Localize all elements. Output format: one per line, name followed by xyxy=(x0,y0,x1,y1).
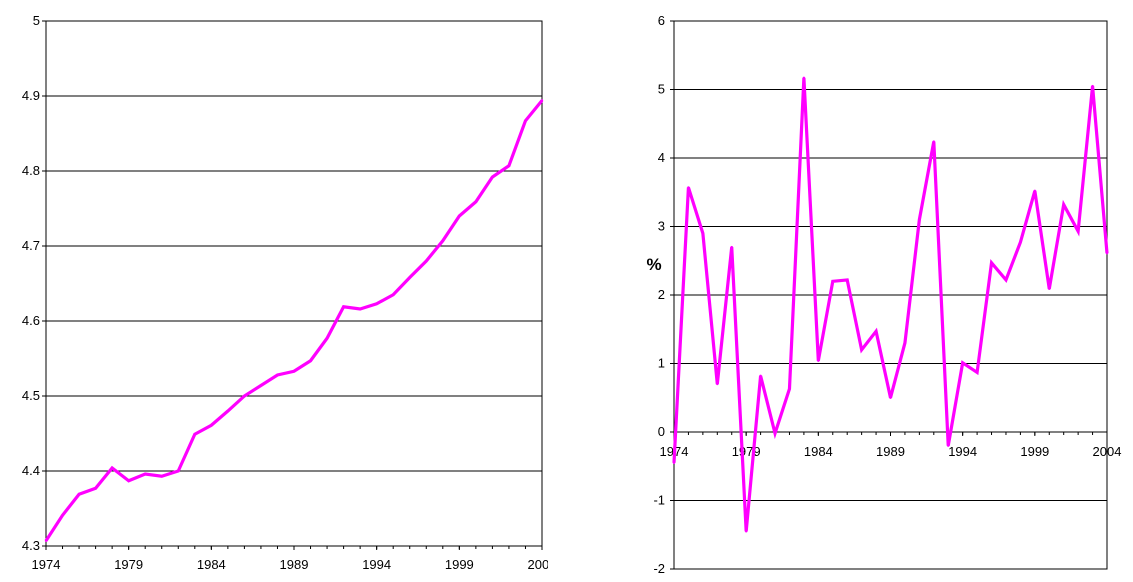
left-data-point xyxy=(375,302,378,305)
right-y-axis-title: % xyxy=(646,255,661,274)
left-data-point xyxy=(408,276,411,279)
left-y-tick-label: 5 xyxy=(33,13,40,28)
left-x-tick-label: 1974 xyxy=(32,557,61,572)
right-y-tick-label: 3 xyxy=(658,219,665,234)
left-data-point xyxy=(259,384,263,387)
left-data-point xyxy=(177,469,180,473)
left-data-point xyxy=(441,239,444,242)
right-y-tick-label: 6 xyxy=(658,13,665,28)
chart-right: -2 -1 0 1 2 3 4 5 6 1974 1979 1984 1989 1994 1999 2004% xyxy=(568,2,1128,580)
right-data-point xyxy=(1091,84,1094,88)
left-data-point xyxy=(358,307,362,311)
right-data-point xyxy=(846,278,849,282)
right-data-point xyxy=(773,432,777,435)
right-data-point xyxy=(701,232,705,235)
right-y-tick-label: -1 xyxy=(653,493,665,508)
left-data-point xyxy=(243,394,246,398)
left-data-point xyxy=(491,175,494,179)
right-x-tick-label: 1999 xyxy=(1020,444,1049,459)
left-x-tick-label: 1999 xyxy=(445,557,474,572)
right-data-point xyxy=(716,382,719,386)
left-data-point xyxy=(44,539,48,542)
left-x-tick-label: 2004 xyxy=(528,557,548,572)
right-data-point xyxy=(687,186,690,189)
right-data-point xyxy=(903,341,907,345)
right-data-point xyxy=(860,348,863,351)
right-x-tick-label: 1994 xyxy=(948,444,977,459)
left-data-point xyxy=(193,433,196,436)
left-x-tick-label: 1994 xyxy=(362,557,391,572)
left-data-point xyxy=(226,409,230,413)
left-y-tick-label: 4.5 xyxy=(22,388,40,403)
left-data-point xyxy=(292,370,296,373)
left-y-tick-label: 4.6 xyxy=(22,313,40,328)
left-data-point xyxy=(458,214,461,218)
right-y-tick-label: 1 xyxy=(658,356,665,371)
right-y-tick-label: 5 xyxy=(658,82,665,97)
right-data-point xyxy=(672,461,676,465)
right-data-point xyxy=(831,280,834,283)
left-y-tick-label: 4.7 xyxy=(22,238,40,253)
left-data-point xyxy=(474,200,478,203)
right-y-tick-label: 0 xyxy=(658,424,665,439)
right-x-tick-label: 1979 xyxy=(732,444,761,459)
left-data-point xyxy=(276,373,279,377)
left-x-tick-label: 1989 xyxy=(280,557,309,572)
right-data-point xyxy=(817,359,820,362)
right-data-point xyxy=(730,245,733,249)
left-data-point xyxy=(425,259,428,263)
left-data-point xyxy=(94,487,97,490)
left-y-tick-label: 4.3 xyxy=(22,538,40,553)
left-data-point xyxy=(342,305,345,308)
left-data-point xyxy=(160,475,163,478)
right-data-point xyxy=(961,361,964,365)
left-data-point xyxy=(127,479,130,482)
right-data-point xyxy=(802,76,806,80)
chart-left-svg: 4.3 4.4 4.5 4.6 4.7 4.8 4.9 5 1974 1979 1984 1989 19… xyxy=(22,13,548,572)
right-data-point xyxy=(1048,287,1051,291)
right-x-tick-label: 1984 xyxy=(804,444,833,459)
right-data-point xyxy=(990,261,993,264)
right-data-point xyxy=(1062,203,1065,206)
right-y-tick-label: -2 xyxy=(653,561,665,576)
right-data-point xyxy=(1033,189,1037,193)
right-data-point xyxy=(744,530,748,533)
left-x-tick-label: 1984 xyxy=(197,557,226,572)
right-data-point xyxy=(932,140,935,143)
left-data-point xyxy=(540,99,544,102)
left-x-tick-label: 1979 xyxy=(114,557,143,572)
right-data-point xyxy=(918,218,921,221)
left-data-point xyxy=(325,337,329,340)
right-x-tick-label: 1989 xyxy=(876,444,905,459)
left-data-point xyxy=(61,514,64,517)
left-y-tick-label: 4.8 xyxy=(22,163,40,178)
left-data-point xyxy=(524,119,527,122)
left-y-tick-label: 4.9 xyxy=(22,88,40,103)
right-data-point xyxy=(1004,278,1008,282)
left-plot-area xyxy=(45,20,543,547)
left-data-point xyxy=(392,293,395,296)
right-data-point xyxy=(947,444,950,447)
right-data-point xyxy=(975,371,979,374)
chart-left: 4.3 4.4 4.5 4.6 4.7 4.8 4.9 5 1974 1979 1984 1989 19… xyxy=(2,2,548,580)
left-y-tick-label: 4.4 xyxy=(22,463,40,478)
left-data-point xyxy=(77,493,81,496)
left-data-point xyxy=(110,466,114,470)
left-data-point xyxy=(210,424,213,427)
right-y-tick-label: 2 xyxy=(658,287,665,302)
right-data-point xyxy=(1076,230,1080,233)
left-data-point xyxy=(309,359,312,362)
right-data-point xyxy=(1105,252,1109,255)
right-y-tick-label: 4 xyxy=(658,150,665,165)
right-data-point xyxy=(759,374,762,378)
left-data-point xyxy=(507,164,511,167)
left-data-point xyxy=(144,472,147,476)
right-data-point xyxy=(889,396,892,399)
right-x-tick-label: 2004 xyxy=(1093,444,1122,459)
right-data-point xyxy=(1019,241,1022,244)
right-data-point xyxy=(788,387,791,391)
right-data-point xyxy=(874,330,878,333)
